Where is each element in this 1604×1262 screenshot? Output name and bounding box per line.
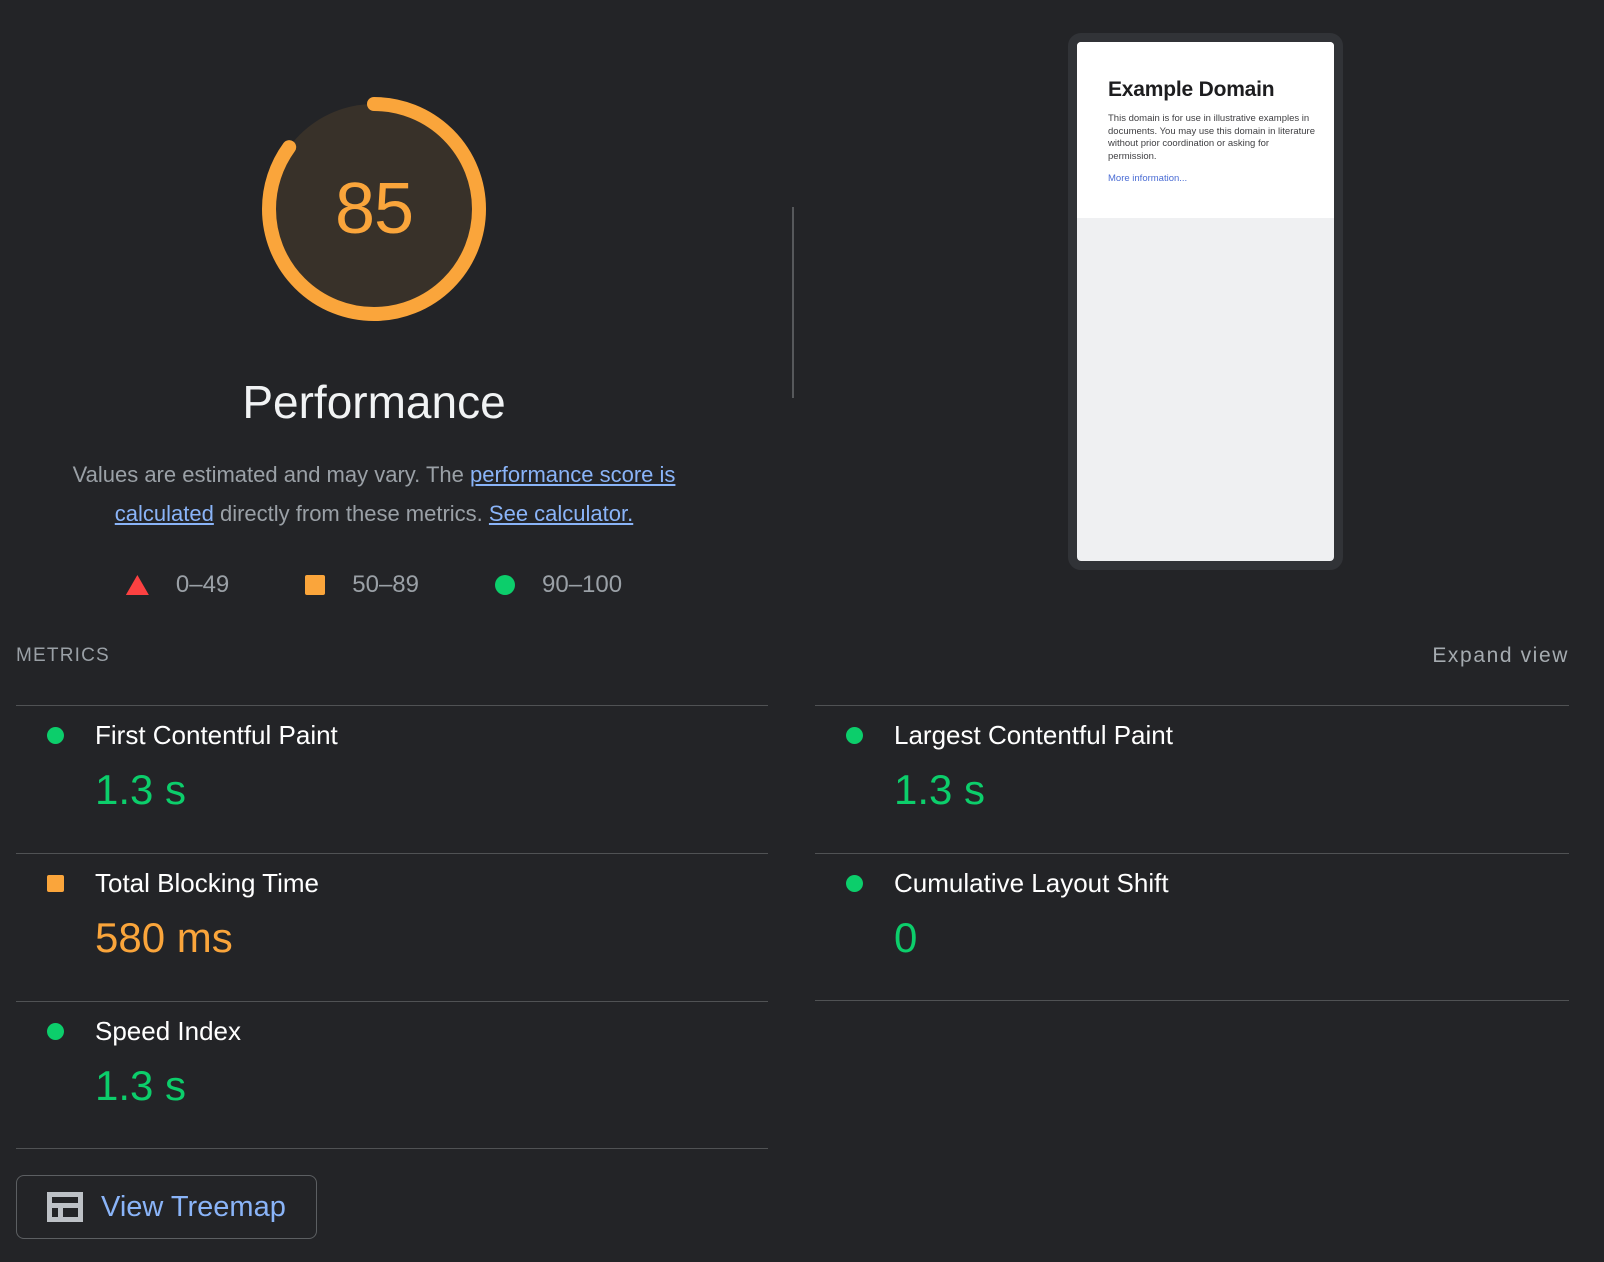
pass-circle-icon <box>846 875 863 892</box>
metrics-column-left: First Contentful Paint 1.3 s Total Block… <box>16 705 768 1239</box>
performance-score: 85 <box>334 169 414 249</box>
score-arc <box>262 97 486 321</box>
metric-value: 1.3 s <box>95 1062 187 1109</box>
score-calculation-link[interactable]: performance score is calculated <box>114 462 676 526</box>
category-title: Performance <box>242 376 506 428</box>
metric-label: Cumulative Layout Shift <box>894 868 1169 898</box>
page-screenshot-thumbnail[interactable]: Example Domain This domain is for use in… <box>1068 33 1343 570</box>
metric-value: 1.3 s <box>894 766 986 813</box>
legend-range-label: 50–89 <box>352 571 420 598</box>
gauge-ring-icon <box>262 97 486 321</box>
treemap-icon <box>47 1192 83 1222</box>
metrics-column-right: Largest Contentful Paint 1.3 s Cumulativ… <box>815 705 1569 1001</box>
vertical-divider <box>792 207 794 398</box>
legend-range-label: 90–100 <box>542 571 623 598</box>
pass-circle-icon <box>846 727 863 744</box>
metric-label: Largest Contentful Paint <box>894 720 1173 750</box>
score-description: Values are estimated and may vary. The p… <box>24 455 724 533</box>
metric-label: Speed Index <box>95 1016 242 1046</box>
performance-score-gauge[interactable]: 85 <box>258 93 490 325</box>
expand-view-button[interactable]: Expand view <box>1432 644 1569 667</box>
metric-row: Total Blocking Time 580 ms <box>16 853 768 1001</box>
average-square-icon <box>47 875 64 892</box>
description-text: Values are estimated and may vary. The <box>72 462 470 487</box>
performance-summary: 85 Performance Values are estimated and … <box>0 0 748 599</box>
metric-value: 1.3 s <box>95 766 187 813</box>
metric-row: Largest Contentful Paint 1.3 s <box>815 705 1569 853</box>
metric-row: Cumulative Layout Shift 0 <box>815 853 1569 1001</box>
average-square-icon <box>305 575 326 595</box>
screenshot-page-body: This domain is for use in illustrative e… <box>1108 113 1316 162</box>
view-treemap-button[interactable]: View Treemap <box>16 1175 317 1239</box>
legend-item-average: 50–89 <box>305 571 419 599</box>
pass-circle-icon <box>47 1023 64 1040</box>
score-legend: 0–49 50–89 90–100 <box>125 571 622 599</box>
screenshot-page-link: More information... <box>1108 173 1188 184</box>
pass-circle-icon <box>495 575 516 595</box>
view-treemap-label: View Treemap <box>101 1190 286 1223</box>
legend-item-pass: 90–100 <box>495 571 622 599</box>
metric-value: 580 ms <box>95 914 233 961</box>
screenshot-page-content: Example Domain This domain is for use in… <box>1077 42 1334 218</box>
legend-range-label: 0–49 <box>175 571 230 598</box>
metric-row: Speed Index 1.3 s <box>16 1001 768 1149</box>
metric-row: First Contentful Paint 1.3 s <box>16 705 768 853</box>
description-text: directly from these metrics. <box>213 501 489 526</box>
metrics-section-title: METRICS <box>16 645 110 666</box>
metric-value: 0 <box>894 914 918 961</box>
metric-label: First Contentful Paint <box>95 720 338 750</box>
screenshot-page-heading: Example Domain <box>1108 78 1275 101</box>
metric-label: Total Blocking Time <box>95 868 319 898</box>
see-calculator-link[interactable]: See calculator. <box>488 501 634 526</box>
metrics-header: METRICS Expand view <box>16 641 1569 671</box>
legend-item-fail: 0–49 <box>125 571 230 599</box>
pass-circle-icon <box>47 727 64 744</box>
fail-triangle-icon <box>125 575 149 595</box>
